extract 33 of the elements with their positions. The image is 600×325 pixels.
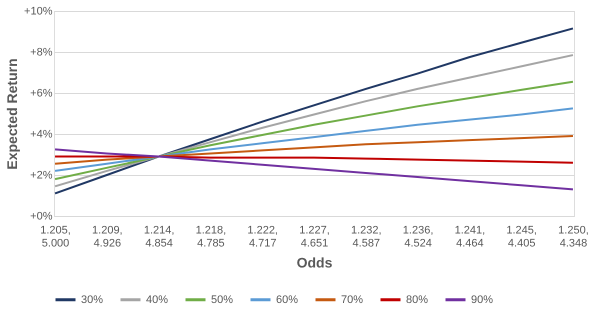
legend-label: 80% — [406, 294, 428, 306]
x-tick-label: 1.232, 4.587 — [350, 224, 382, 250]
x-tick-label: 1.214, 4.854 — [144, 224, 174, 250]
line-series — [54, 148, 574, 190]
x-axis-title: Odds — [296, 254, 333, 270]
y-tick-label: +6% — [30, 88, 53, 100]
x-tick-label: 1.236, 4.524 — [402, 224, 434, 250]
line-series — [54, 135, 574, 165]
line-series — [54, 156, 574, 164]
legend-label: 60% — [276, 294, 298, 306]
line-series — [54, 54, 574, 188]
line-series — [54, 107, 574, 172]
legend-label: 30% — [81, 294, 104, 306]
legend-label: 40% — [146, 294, 168, 306]
y-tick-label: +0% — [30, 210, 53, 222]
y-tick-label: +4% — [30, 128, 53, 140]
y-axis-title: Expected Return — [4, 58, 20, 170]
x-tick-label: 1.241, 4.464 — [454, 224, 486, 250]
x-tick-label: 1.227, 4.651 — [299, 224, 330, 250]
legend-label: 90% — [471, 294, 494, 306]
line-series — [54, 80, 574, 180]
x-tick-label: 1.245, 4.405 — [506, 224, 537, 250]
x-tick-label: 1.218, 4.785 — [196, 224, 226, 250]
y-tick-label: +10% — [24, 6, 53, 18]
x-tick-label: 1.222, 4.717 — [247, 224, 278, 250]
line-series — [54, 27, 574, 194]
y-tick-label: +8% — [30, 46, 53, 58]
legend-label: 70% — [341, 294, 364, 306]
x-tick-label: 1.250, 4.348 — [558, 224, 589, 250]
y-tick-label: +2% — [30, 170, 53, 182]
x-tick-label: 1.205, 5.000 — [40, 224, 71, 250]
legend-label: 50% — [211, 294, 234, 306]
x-tick-label: 1.209, 4.926 — [92, 224, 123, 250]
